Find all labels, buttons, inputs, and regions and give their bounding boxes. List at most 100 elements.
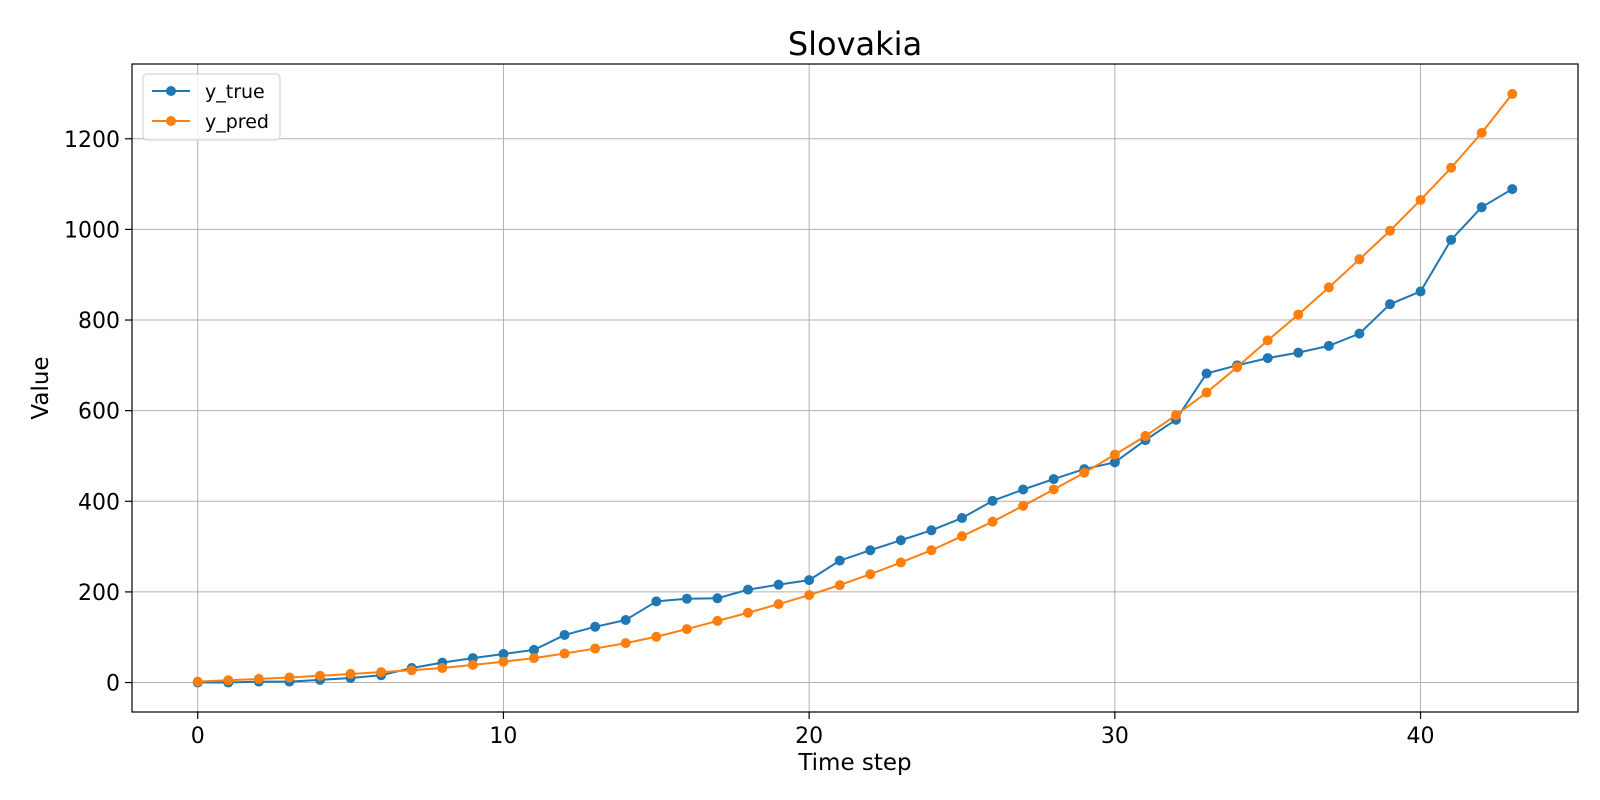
y-tick-label: 1200 (64, 128, 120, 153)
x-tick-label: 20 (795, 724, 823, 749)
legend-label-y-true: y_true (205, 81, 265, 103)
data-point-y-true (804, 575, 815, 586)
series-line-y-pred (197, 93, 1514, 683)
data-point-y-pred (773, 599, 784, 610)
data-point-y-true (773, 579, 784, 590)
data-point-y-pred (590, 643, 601, 654)
data-point-y-true (743, 584, 754, 595)
data-point-y-pred (620, 638, 631, 649)
data-point-y-pred (253, 673, 264, 684)
grid-lines (132, 64, 1578, 712)
data-point-y-pred (651, 631, 662, 642)
data-point-y-pred (1323, 282, 1334, 293)
y-tick-label: 1000 (64, 218, 120, 243)
series-layer (192, 88, 1518, 688)
data-point-y-true (1109, 457, 1120, 468)
data-point-y-pred (1048, 484, 1059, 495)
series-y-pred (192, 88, 1518, 687)
data-point-y-pred (743, 607, 754, 618)
x-axis-ticks: 0 10 20 30 40 (191, 712, 1435, 749)
data-point-y-pred (1018, 500, 1029, 511)
data-point-y-true (1446, 234, 1457, 245)
data-point-y-pred (1140, 431, 1151, 442)
data-point-y-pred (529, 653, 540, 664)
data-point-y-pred (315, 670, 326, 681)
data-point-y-true (1018, 484, 1029, 495)
data-point-y-pred (437, 663, 448, 674)
data-point-y-true (1384, 299, 1395, 310)
y-axis-ticks: 0 200 400 600 800 1000 1200 (64, 128, 132, 697)
data-point-y-true (1201, 368, 1212, 379)
data-point-y-pred (1262, 335, 1273, 346)
data-point-y-pred (1170, 410, 1181, 421)
data-point-y-pred (498, 656, 509, 667)
data-point-y-pred (376, 667, 387, 678)
data-point-y-true (1476, 202, 1487, 213)
legend-marker-y-true (166, 86, 176, 96)
y-tick-label: 0 (106, 672, 120, 697)
data-point-y-pred (1507, 88, 1518, 99)
y-tick-label: 600 (78, 400, 120, 425)
data-point-y-true (987, 495, 998, 506)
series-line-y-true (197, 188, 1513, 684)
data-point-y-pred (956, 531, 967, 542)
data-point-y-pred (834, 580, 845, 591)
data-point-y-pred (865, 569, 876, 580)
data-point-y-pred (1079, 467, 1090, 478)
data-point-y-pred (1109, 449, 1120, 460)
y-axis-label: Value (28, 356, 54, 419)
data-point-y-pred (467, 659, 478, 670)
x-tick-label: 30 (1101, 724, 1129, 749)
data-point-y-true (1354, 328, 1365, 339)
data-point-y-true (590, 621, 601, 632)
data-point-y-pred (1476, 127, 1487, 138)
x-tick-label: 40 (1407, 724, 1435, 749)
data-point-y-true (926, 525, 937, 536)
data-point-y-pred (284, 672, 295, 683)
data-point-y-true (620, 615, 631, 626)
data-point-y-true (681, 593, 692, 604)
data-point-y-pred (1293, 309, 1304, 320)
data-point-y-true (1262, 353, 1273, 364)
data-point-y-pred (1384, 225, 1395, 236)
chart-title: Slovakia (788, 25, 922, 63)
plot-frame (131, 63, 1579, 713)
x-tick-label: 10 (489, 724, 517, 749)
data-point-y-true (895, 535, 906, 546)
legend-marker-y-pred (166, 116, 176, 126)
y-tick-label: 200 (78, 581, 120, 606)
data-point-y-pred (192, 676, 203, 687)
data-point-y-pred (559, 648, 570, 659)
data-point-y-true (529, 644, 540, 655)
data-point-y-true (1415, 286, 1426, 297)
data-point-y-pred (406, 665, 417, 676)
data-point-y-pred (1415, 194, 1426, 205)
data-point-y-pred (681, 624, 692, 635)
data-point-y-true (498, 648, 509, 659)
data-point-y-pred (895, 557, 906, 568)
data-point-y-pred (804, 590, 815, 601)
data-point-y-pred (223, 675, 234, 686)
x-tick-label: 0 (191, 724, 205, 749)
data-point-y-true (651, 596, 662, 607)
data-point-y-true (712, 593, 723, 604)
data-point-y-pred (1446, 162, 1457, 173)
y-tick-label: 800 (78, 309, 120, 334)
data-point-y-true (956, 513, 967, 524)
data-point-y-true (865, 545, 876, 556)
data-point-y-pred (1354, 254, 1365, 265)
data-point-y-true (1323, 340, 1334, 351)
data-point-y-true (1048, 474, 1059, 485)
x-axis-label: Time step (797, 750, 911, 776)
y-tick-label: 400 (78, 490, 120, 515)
data-point-y-true (1293, 347, 1304, 358)
data-point-y-pred (345, 668, 356, 679)
legend: y_true y_pred (142, 73, 281, 141)
data-point-y-pred (712, 615, 723, 626)
data-point-y-true (834, 555, 845, 566)
data-point-y-true (559, 629, 570, 640)
data-point-y-pred (1201, 387, 1212, 398)
legend-label-y-pred: y_pred (205, 111, 269, 133)
data-point-y-pred (1232, 362, 1243, 373)
